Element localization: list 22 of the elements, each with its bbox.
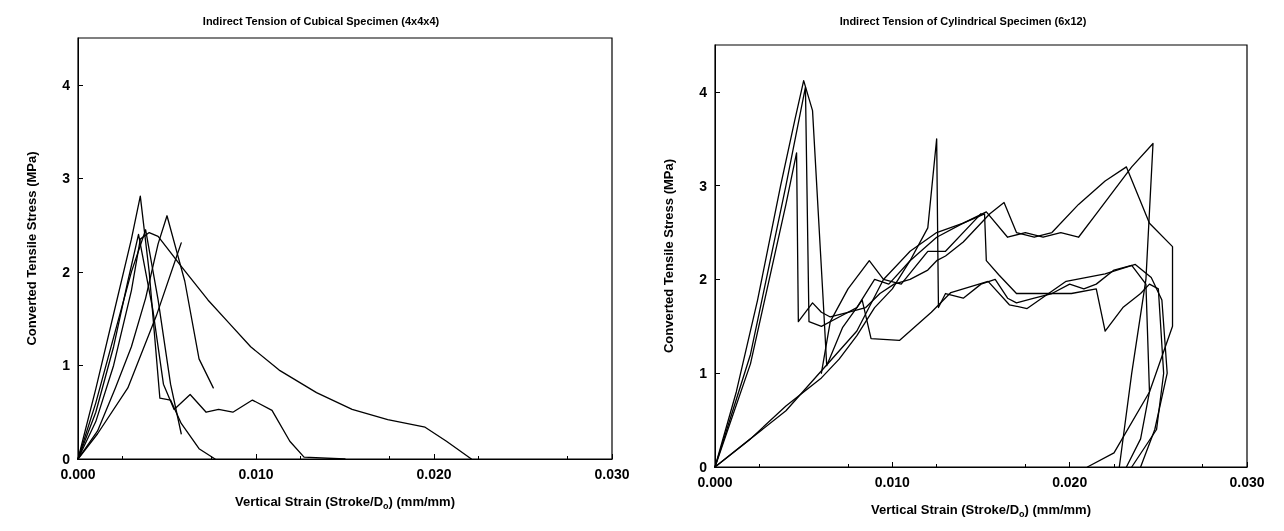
y-tick-label: 4 [62,76,71,93]
y-tick-label: 2 [62,263,71,280]
x-tick-label: 0.020 [416,466,452,482]
y-axis-title: Converted Tensile Stress (MPa) [24,151,39,346]
y-tick-label: 1 [62,357,71,374]
x-tick-label: 0.030 [1229,474,1265,490]
y-tick-label: 0 [62,451,71,467]
y-axis-title: Converted Tensile Stress (MPa) [661,158,676,354]
x-tick-label: 0.010 [874,474,911,490]
y-tick-label: 2 [699,271,708,288]
y-tick-label: 4 [699,83,708,100]
x-tick-label: 0.000 [697,474,733,490]
x-tick-label: 0.030 [594,466,630,482]
chart-title: Indirect Tension of Cylindrical Specimen (6x12) [839,14,1087,27]
y-tick-label: 1 [699,365,708,382]
chart-title: Indirect Tension of Cubical Specimen (4x4x4) [202,14,440,27]
x-tick-label: 0.000 [60,466,96,482]
y-tick-label: 3 [62,170,71,187]
y-tick-label: 3 [699,177,708,194]
x-tick-label: 0.010 [238,466,274,482]
y-tick-label: 0 [699,459,708,475]
x-tick-label: 0.020 [1052,474,1088,490]
